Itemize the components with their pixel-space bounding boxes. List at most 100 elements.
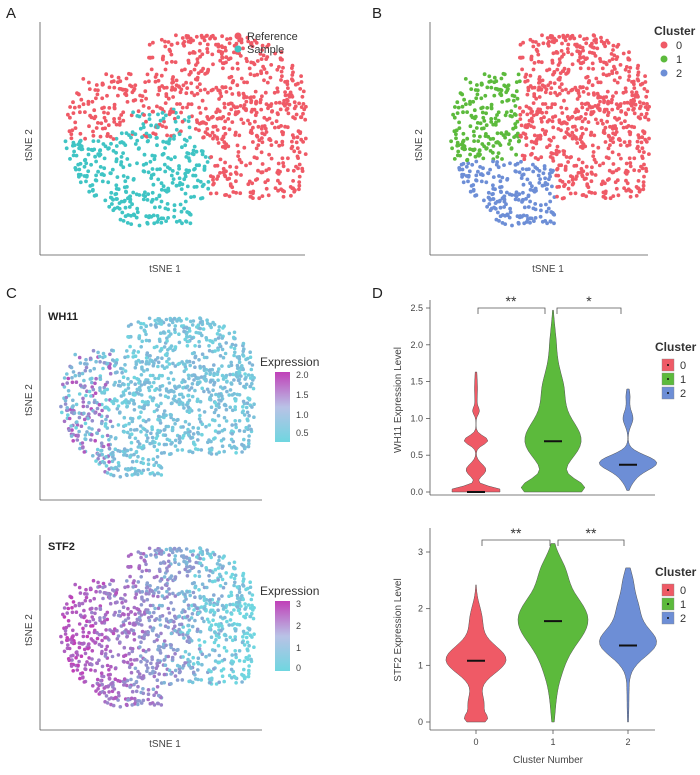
scatter-point [158, 614, 163, 619]
scatter-point [183, 431, 187, 435]
scatter-point [517, 170, 522, 175]
scatter-point [200, 149, 205, 154]
scatter-point [630, 93, 635, 98]
scatter-point [134, 192, 139, 197]
scatter-point [125, 579, 129, 583]
scatter-point [180, 554, 184, 558]
scatter-point [143, 190, 147, 195]
scatter-point [197, 358, 201, 362]
scatter-point [612, 78, 617, 83]
scatter-point [525, 177, 530, 182]
scatter-point [78, 383, 83, 388]
scatter-point [126, 335, 130, 339]
scatter-point [498, 179, 503, 184]
scatter-point [202, 166, 207, 171]
scatter-point [185, 210, 190, 214]
scatter-point [187, 125, 192, 130]
scatter-point [632, 156, 637, 161]
scatter-point [626, 107, 631, 112]
scatter-point [123, 593, 127, 597]
scatter-point [87, 426, 91, 430]
scatter-point [222, 375, 226, 379]
scatter-point [126, 565, 130, 569]
scatter-point [506, 98, 511, 102]
scatter-point [185, 384, 190, 389]
scatter-point [184, 562, 189, 566]
scatter-point [138, 93, 143, 98]
scatter-point [89, 438, 93, 442]
scatter-point [208, 339, 212, 343]
scatter-point [83, 437, 88, 442]
scatter-point [627, 156, 632, 161]
scatter-point [277, 143, 282, 148]
scatter-point [235, 366, 240, 371]
scatter-point [87, 656, 91, 660]
scatter-point [205, 321, 210, 326]
scatter-point [211, 114, 215, 119]
scatter-point [581, 90, 586, 94]
scatter-point [179, 319, 183, 323]
scatter-point [187, 388, 191, 392]
scatter-point [246, 444, 251, 449]
legend-b: Cluster 0 1 2 [654, 24, 696, 80]
scatter-point [123, 91, 128, 96]
scatter-point [216, 49, 221, 54]
scatter-point [489, 117, 494, 121]
scatter-point [602, 98, 606, 103]
scatter-point [109, 74, 114, 79]
scatter-point [192, 93, 197, 98]
scatter-point [235, 83, 240, 88]
scatter-point [474, 159, 479, 164]
scatter-point [627, 74, 632, 79]
scatter-point [186, 61, 191, 65]
scatter-point [560, 111, 565, 115]
scatter-point [251, 386, 256, 391]
scatter-point [84, 365, 89, 370]
scatter-point [164, 85, 169, 90]
scatter-point [199, 448, 204, 452]
scatter-point [116, 404, 121, 408]
scatter-point [151, 40, 155, 45]
scatter-point [562, 149, 567, 154]
scatter-point [146, 697, 150, 702]
scatter-point [185, 344, 190, 348]
scatter-point [180, 590, 184, 594]
scatter-point [95, 447, 100, 452]
scatter-point [127, 163, 132, 168]
scatter-point [300, 166, 305, 171]
scatter-point [205, 318, 209, 323]
scatter-point [267, 116, 272, 121]
scatter-point [500, 157, 504, 161]
scatter-point [594, 40, 598, 45]
scatter-point [130, 130, 135, 135]
scatter-point [193, 574, 197, 578]
scatter-point [151, 182, 156, 187]
scatter-point [213, 337, 218, 342]
scatter-point [624, 178, 628, 183]
scatter-point [244, 382, 249, 387]
scatter-point [159, 552, 164, 556]
scatter-point [180, 68, 184, 73]
scatter-point [173, 386, 178, 390]
scatter-point [98, 148, 103, 153]
scatter-point [99, 679, 103, 683]
scatter-point [241, 674, 245, 678]
scatter-point [211, 618, 215, 622]
scatter-point [555, 144, 560, 149]
scatter-point [233, 676, 238, 680]
scatter-point [260, 162, 265, 166]
scatter-point [110, 588, 115, 592]
scatter-point [87, 124, 91, 129]
scatter-point [193, 77, 198, 82]
scatter-point [106, 123, 111, 128]
y-tick-label: 2.5 [410, 303, 423, 313]
scatter-point [110, 358, 115, 362]
scatter-point [159, 401, 163, 406]
scatter-point [183, 143, 188, 148]
scatter-point [596, 103, 601, 107]
scatter-point [138, 424, 143, 428]
scatter-point [192, 194, 197, 199]
scatter-point [491, 122, 496, 127]
scatter-point [173, 438, 178, 443]
scatter-point [217, 653, 222, 658]
